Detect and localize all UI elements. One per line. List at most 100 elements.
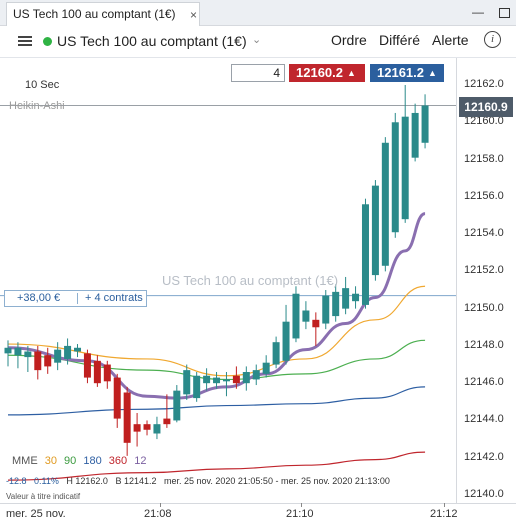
ohlc-range: mer. 25 nov. 2020 21:05:50 - mer. 25 nov… [164,476,390,486]
ma-line-mme-360 [7,451,426,481]
y-tick-label: 12152.0 [464,264,504,277]
indicator-legend[interactable]: MME 30 90 180 360 12 [12,455,150,467]
candle [272,336,280,369]
candle-body [361,204,369,305]
x-tick-label: mer. 25 nov. [6,508,66,520]
x-axis-line [0,503,516,504]
candle [183,364,191,400]
candle-body [54,349,62,363]
candle [242,366,250,391]
candle [173,385,181,423]
window-titlebar: US Tech 100 au comptant (1€) × — [0,0,516,26]
market-open-status-icon [43,37,52,46]
candle [213,372,221,389]
chart-watermark: US Tech 100 au comptant (1€) [162,273,339,288]
position-divider [77,293,78,304]
candle-body [4,347,12,354]
order-button[interactable]: Ordre [331,32,367,48]
position-pnl: +38,00 € [17,292,61,304]
candle [74,344,82,358]
candle [332,284,340,322]
deferred-button[interactable]: Différé [379,32,420,48]
candle [371,180,379,281]
instrument-name[interactable]: US Tech 100 au comptant (1€) [57,33,247,49]
candle-body [203,375,211,384]
maximize-icon[interactable] [496,4,512,20]
candle [153,416,161,440]
candle-body [411,112,419,158]
sell-price: 12160.2 [296,65,343,80]
candle-body [123,392,131,443]
candle-body [222,379,230,382]
interval-selector[interactable]: 10 Sec [25,79,60,91]
x-tick-mark [444,503,445,507]
candle-body [153,424,161,434]
x-tick-label: 21:10 [286,508,314,520]
ohlc-low: B 12141.2 [115,476,157,486]
minimize-icon[interactable]: — [472,5,484,19]
ohlc-change-pct: 0.11% [34,476,59,486]
quantity-input[interactable]: 4 [231,64,285,82]
y-tick-label: 12158.0 [464,152,504,165]
candle-body [14,347,22,356]
candle-body [421,105,429,143]
candle [312,312,320,346]
candle [262,355,270,378]
info-icon[interactable]: i [484,31,501,48]
candle-body [332,291,340,317]
indicative-note: Valeur à titre indicatif [6,492,81,501]
y-tick-label: 12156.0 [464,189,504,202]
candle-body [93,360,101,384]
menu-icon[interactable] [18,36,32,46]
chart-toolbar: US Tech 100 au comptant (1€) ⌄ Ordre Dif… [0,27,516,55]
current-price-tag: 12160.9 [459,97,513,117]
candle-body [292,293,300,339]
candle [64,338,72,365]
buy-button[interactable]: 12161.2 ▲ [370,64,444,82]
ohlc-high: H 12162.0 [66,476,108,486]
y-tick-label: 12146.0 [464,376,504,389]
candle [123,386,131,456]
buy-price: 12161.2 [377,65,424,80]
alert-button[interactable]: Alerte [432,32,469,48]
y-tick-label: 12154.0 [464,227,504,240]
window-tab[interactable]: US Tech 100 au comptant (1€) × [6,2,200,26]
candle [252,364,260,386]
close-icon[interactable]: × [190,8,198,22]
candle-body [381,142,389,266]
candle-body [312,319,320,328]
candle [143,420,151,436]
candle [193,372,201,402]
sell-button[interactable]: 12160.2 ▲ [289,64,365,82]
candle [361,198,369,309]
legend-label: MME [12,455,38,467]
candle [83,349,91,384]
ohlc-change: -12.8 [6,476,27,486]
candle-body [193,375,201,399]
candle [421,94,429,149]
candle-body [242,372,250,384]
x-tick-label: 21:12 [430,508,458,520]
ma-line-mme-30 [7,285,426,377]
candle [113,373,121,428]
chevron-down-icon[interactable]: ⌄ [252,34,262,46]
candle [133,413,141,447]
y-axis-line [456,58,457,504]
ohlc-readout: -12.8 0.11% H 12162.0 B 12141.2 mer. 25 … [6,476,395,486]
candle-body [113,377,121,419]
legend-mme-12: 12 [134,455,147,467]
y-tick-label: 12142.0 [464,450,504,463]
window-tab-title: US Tech 100 au comptant (1€) [13,7,176,21]
candle [54,342,62,371]
position-box[interactable]: +38,00 € + 4 contrats [4,290,147,307]
y-tick-label: 12160.0 [464,115,504,128]
candle [401,85,409,223]
up-arrow-icon: ▲ [428,68,437,78]
candle-body [133,424,141,432]
legend-mme-90: 90 [64,455,77,467]
toolbar-divider [0,57,516,58]
candle-body [74,347,82,352]
candle [93,355,101,387]
candle [14,342,22,369]
